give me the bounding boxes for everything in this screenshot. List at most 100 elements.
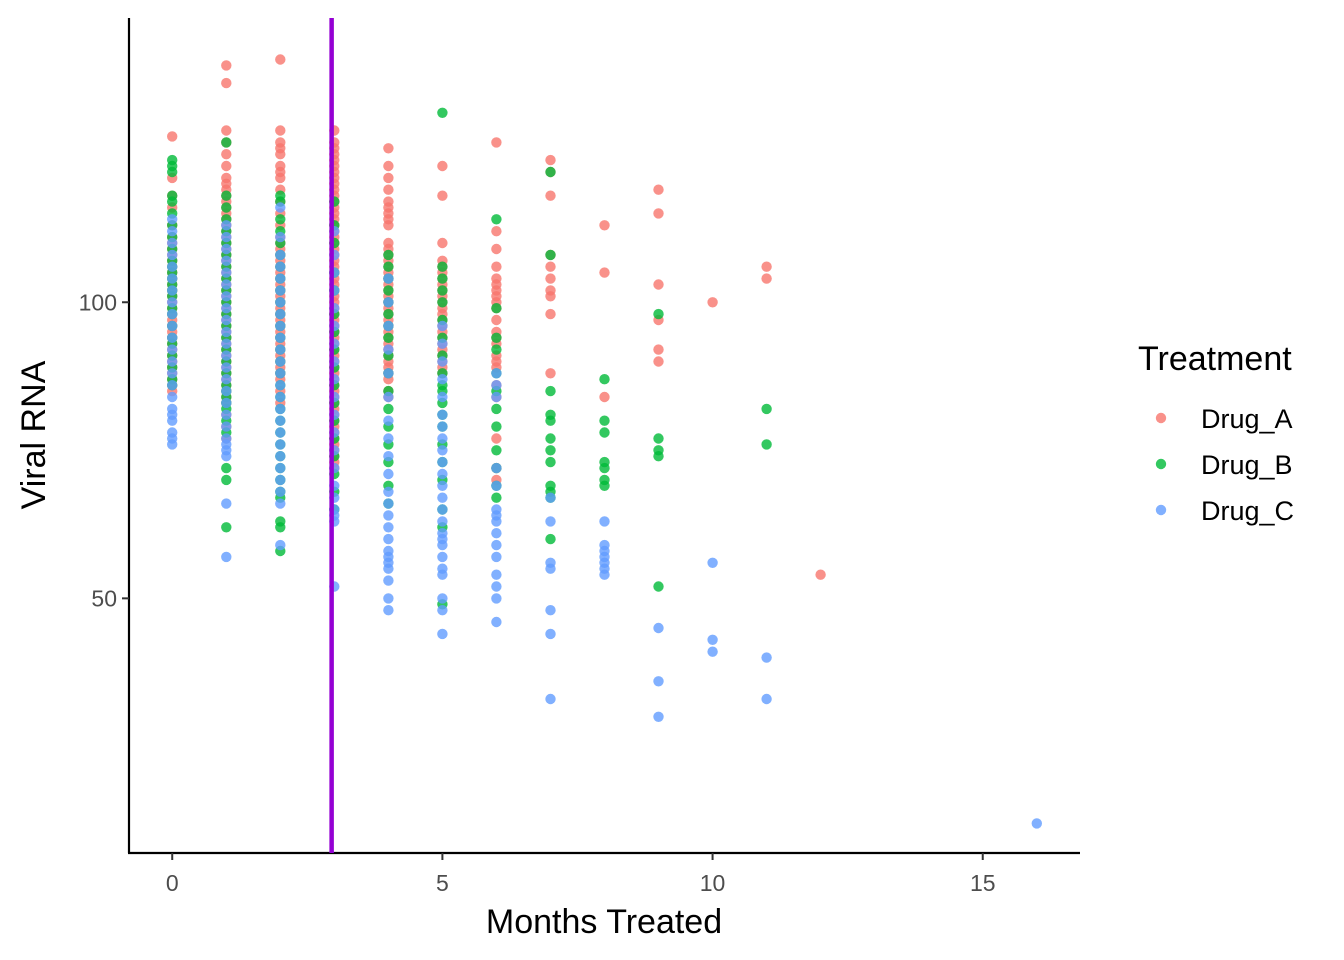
data-point-drug-c bbox=[437, 628, 448, 640]
data-point-drug-b bbox=[167, 196, 178, 207]
data-point-drug-c bbox=[437, 409, 448, 420]
data-point-drug-c bbox=[167, 344, 178, 355]
data-point-drug-b bbox=[437, 273, 448, 284]
data-point-drug-c bbox=[437, 593, 448, 604]
data-point-drug-b bbox=[167, 166, 178, 178]
data-point-drug-c bbox=[275, 356, 286, 367]
data-point-drug-b bbox=[491, 421, 502, 432]
data-point-drug-a bbox=[491, 433, 502, 444]
data-point-drug-c bbox=[275, 415, 286, 426]
data-point-drug-c bbox=[275, 539, 286, 551]
x-tick-label: 15 bbox=[970, 870, 996, 896]
legend-label: Drug_B bbox=[1201, 450, 1293, 480]
data-point-drug-c bbox=[437, 356, 448, 367]
data-point-drug-c bbox=[545, 563, 556, 574]
data-point-drug-c bbox=[167, 308, 178, 320]
data-point-drug-a bbox=[383, 172, 394, 184]
plot-area: 0 5 10 15 50 100 bbox=[79, 18, 1080, 896]
data-point-drug-b bbox=[221, 137, 232, 148]
data-point-drug-a bbox=[815, 569, 826, 580]
data-point-drug-b bbox=[491, 403, 502, 415]
data-point-drug-c bbox=[167, 415, 178, 426]
data-point-drug-c bbox=[545, 605, 556, 616]
data-point-drug-c bbox=[221, 397, 232, 409]
data-point-drug-a bbox=[653, 344, 664, 355]
data-point-drug-b bbox=[599, 480, 610, 491]
data-point-drug-a bbox=[383, 160, 394, 172]
data-point-drug-c bbox=[437, 421, 448, 432]
data-point-drug-c bbox=[275, 368, 286, 379]
data-point-drug-c bbox=[167, 226, 178, 237]
data-point-drug-c bbox=[383, 593, 394, 604]
data-point-drug-c bbox=[275, 202, 286, 213]
data-point-drug-a bbox=[383, 143, 394, 154]
data-point-drug-c bbox=[167, 297, 178, 308]
data-point-drug-a bbox=[653, 208, 664, 219]
legend-title: Treatment bbox=[1138, 340, 1292, 378]
data-point-drug-a bbox=[653, 184, 664, 195]
data-point-drug-c bbox=[221, 291, 232, 302]
data-point-drug-b bbox=[437, 297, 448, 308]
data-point-drug-c bbox=[383, 415, 394, 426]
data-point-drug-c bbox=[383, 297, 394, 308]
data-point-drug-b bbox=[491, 492, 502, 503]
data-point-drug-c bbox=[275, 451, 286, 462]
data-point-drug-a bbox=[383, 184, 394, 195]
data-point-drug-c bbox=[491, 616, 502, 628]
data-point-drug-c bbox=[221, 421, 232, 432]
data-point-drug-c bbox=[221, 338, 232, 349]
data-point-drug-c bbox=[221, 231, 232, 243]
x-axis-title: Months Treated bbox=[486, 903, 722, 941]
data-point-drug-a bbox=[437, 237, 448, 249]
data-point-drug-c bbox=[437, 569, 448, 580]
data-point-drug-c bbox=[275, 320, 286, 332]
data-point-drug-c bbox=[275, 474, 286, 486]
data-point-drug-c bbox=[221, 255, 232, 266]
data-point-drug-a bbox=[545, 154, 556, 166]
data-point-drug-a bbox=[545, 291, 556, 302]
data-point-drug-c bbox=[383, 433, 394, 444]
y-axis-title: Viral RNA bbox=[15, 360, 53, 509]
data-point-drug-c bbox=[221, 326, 232, 338]
data-point-drug-b bbox=[383, 249, 394, 261]
data-point-drug-c bbox=[167, 249, 178, 261]
data-point-drug-c bbox=[167, 273, 178, 284]
data-point-drug-a bbox=[491, 261, 502, 272]
data-point-drug-c bbox=[383, 533, 394, 545]
data-point-drug-c bbox=[167, 237, 178, 249]
data-point-drug-c bbox=[383, 391, 394, 403]
data-point-drug-c bbox=[167, 332, 178, 343]
data-point-drug-c bbox=[599, 569, 610, 580]
data-point-drug-c bbox=[221, 314, 232, 326]
legend-key-drug-a bbox=[1155, 412, 1167, 424]
data-point-drug-a bbox=[167, 131, 178, 142]
data-point-drug-c bbox=[383, 522, 394, 533]
data-point-drug-c bbox=[707, 646, 718, 657]
y-tick-label: 50 bbox=[91, 585, 117, 611]
data-point-drug-c bbox=[221, 279, 232, 290]
data-point-drug-c bbox=[275, 439, 286, 450]
data-point-drug-c bbox=[383, 273, 394, 284]
data-point-drug-b bbox=[383, 285, 394, 296]
data-point-drug-c bbox=[167, 320, 178, 332]
x-tick-label: 0 bbox=[166, 870, 179, 896]
data-point-drug-c bbox=[437, 492, 448, 503]
data-point-drug-c bbox=[437, 468, 448, 480]
data-point-drug-b bbox=[491, 344, 502, 355]
data-point-drug-b bbox=[383, 403, 394, 415]
data-point-drug-c bbox=[221, 362, 232, 373]
data-point-drug-c bbox=[437, 391, 448, 403]
data-point-drug-c bbox=[167, 214, 178, 225]
data-point-drug-a bbox=[653, 356, 664, 367]
data-point-drug-a bbox=[761, 261, 772, 272]
data-point-drug-b bbox=[491, 214, 502, 225]
data-point-drug-c bbox=[167, 261, 178, 272]
data-point-drug-c bbox=[221, 498, 232, 509]
data-point-drug-c bbox=[221, 551, 232, 563]
data-point-drug-a bbox=[545, 308, 556, 320]
data-point-drug-a bbox=[599, 267, 610, 278]
data-point-drug-b bbox=[761, 439, 772, 450]
data-point-drug-c bbox=[383, 320, 394, 332]
data-point-drug-c bbox=[221, 385, 232, 397]
data-point-drug-c bbox=[491, 368, 502, 379]
